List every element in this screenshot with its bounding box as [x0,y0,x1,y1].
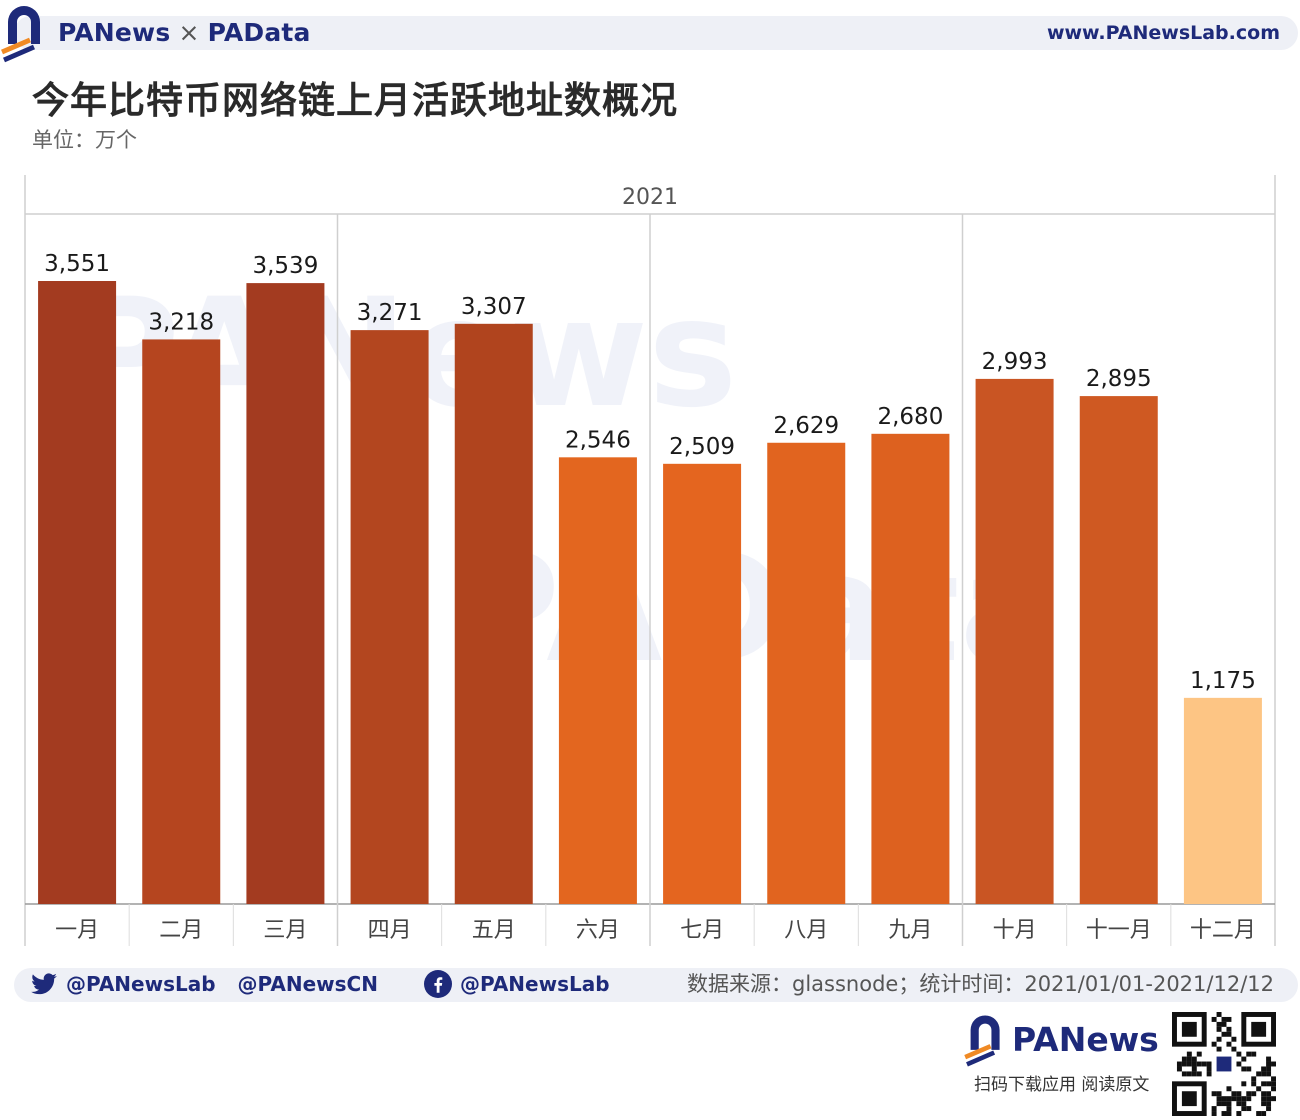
header-bar [14,16,1298,50]
twitter-handle-1[interactable]: @PANewsLab [66,972,216,996]
chart-unit: 单位：万个 [32,128,137,152]
chart-title: 今年比特币网络链上月活跃地址数概况 [32,79,678,122]
panews-logo-icon [1,6,40,63]
watermark-padata: PAData [450,522,1061,696]
x-tick-label: 二月 [159,918,203,943]
twitter-handle-2[interactable]: @PANewsCN [237,972,378,996]
bar-chart: PANewsPAData 2021 3,551一月3,218二月3,539三月3… [24,175,1276,946]
facebook-handle: @PANewsLab [424,970,610,998]
x-tick-label: 十月 [993,918,1037,943]
bar-10 [975,378,1054,905]
bar-11 [1079,396,1158,904]
bar-value-label: 2,993 [982,349,1048,375]
footer-bar [14,968,1298,1002]
bar-12 [1183,697,1262,904]
x-tick-label: 十二月 [1190,918,1256,943]
bar-9 [871,433,950,904]
brand-panews: PANews [58,18,171,47]
x-tick-label: 四月 [368,918,412,943]
x-tick-label: 五月 [472,918,516,943]
brand-title: PANews × PAData [58,18,311,47]
bar-value-label: 3,307 [461,294,527,320]
bar-5 [454,323,533,904]
bar-value-label: 2,509 [669,434,735,460]
bar-1 [38,281,117,904]
bar-8 [767,442,846,904]
x-tick-label: 六月 [576,918,620,943]
bar-2 [142,339,221,904]
brand-padata: PAData [207,18,311,47]
x-tick-label: 八月 [784,918,828,943]
twitter-handles: @PANewsLab @PANewsCN [30,970,378,998]
x-tick-label: 十一月 [1086,918,1152,943]
x-tick-label: 一月 [55,918,99,943]
year-header-label: 2021 [622,185,678,210]
bar-value-label: 3,271 [357,300,423,326]
bar-4 [350,330,429,905]
bar-value-label: 3,539 [252,253,318,279]
bar-7 [663,463,742,904]
bar-value-label: 2,546 [565,427,631,453]
facebook-handle-text[interactable]: @PANewsLab [460,972,610,996]
x-tick-label: 七月 [680,918,724,943]
x-tick-label: 三月 [263,918,307,943]
brand-separator: × [178,18,200,47]
data-source: 数据来源：glassnode；统计时间：2021/01/01-2021/12/1… [687,972,1274,996]
bar-value-label: 1,175 [1190,668,1256,694]
bar-value-label: 3,551 [44,251,110,277]
bar-value-label: 3,218 [148,309,214,335]
x-tick-label: 九月 [888,918,932,943]
twitter-icon [31,973,57,995]
bar-6 [558,457,637,904]
footer-brand: PANews [1012,1020,1159,1059]
qr-code-icon[interactable] [1172,1012,1276,1116]
site-url-link[interactable]: www.PANewsLab.com [1046,22,1280,44]
facebook-icon [424,970,452,998]
bar-value-label: 2,629 [773,413,839,439]
bar-3 [246,283,325,904]
footer-cta: 扫码下载应用 阅读原文 [974,1075,1150,1095]
panews-footer-logo-icon [964,1015,1000,1067]
bar-value-label: 2,895 [1086,366,1152,392]
bar-value-label: 2,680 [877,404,943,430]
